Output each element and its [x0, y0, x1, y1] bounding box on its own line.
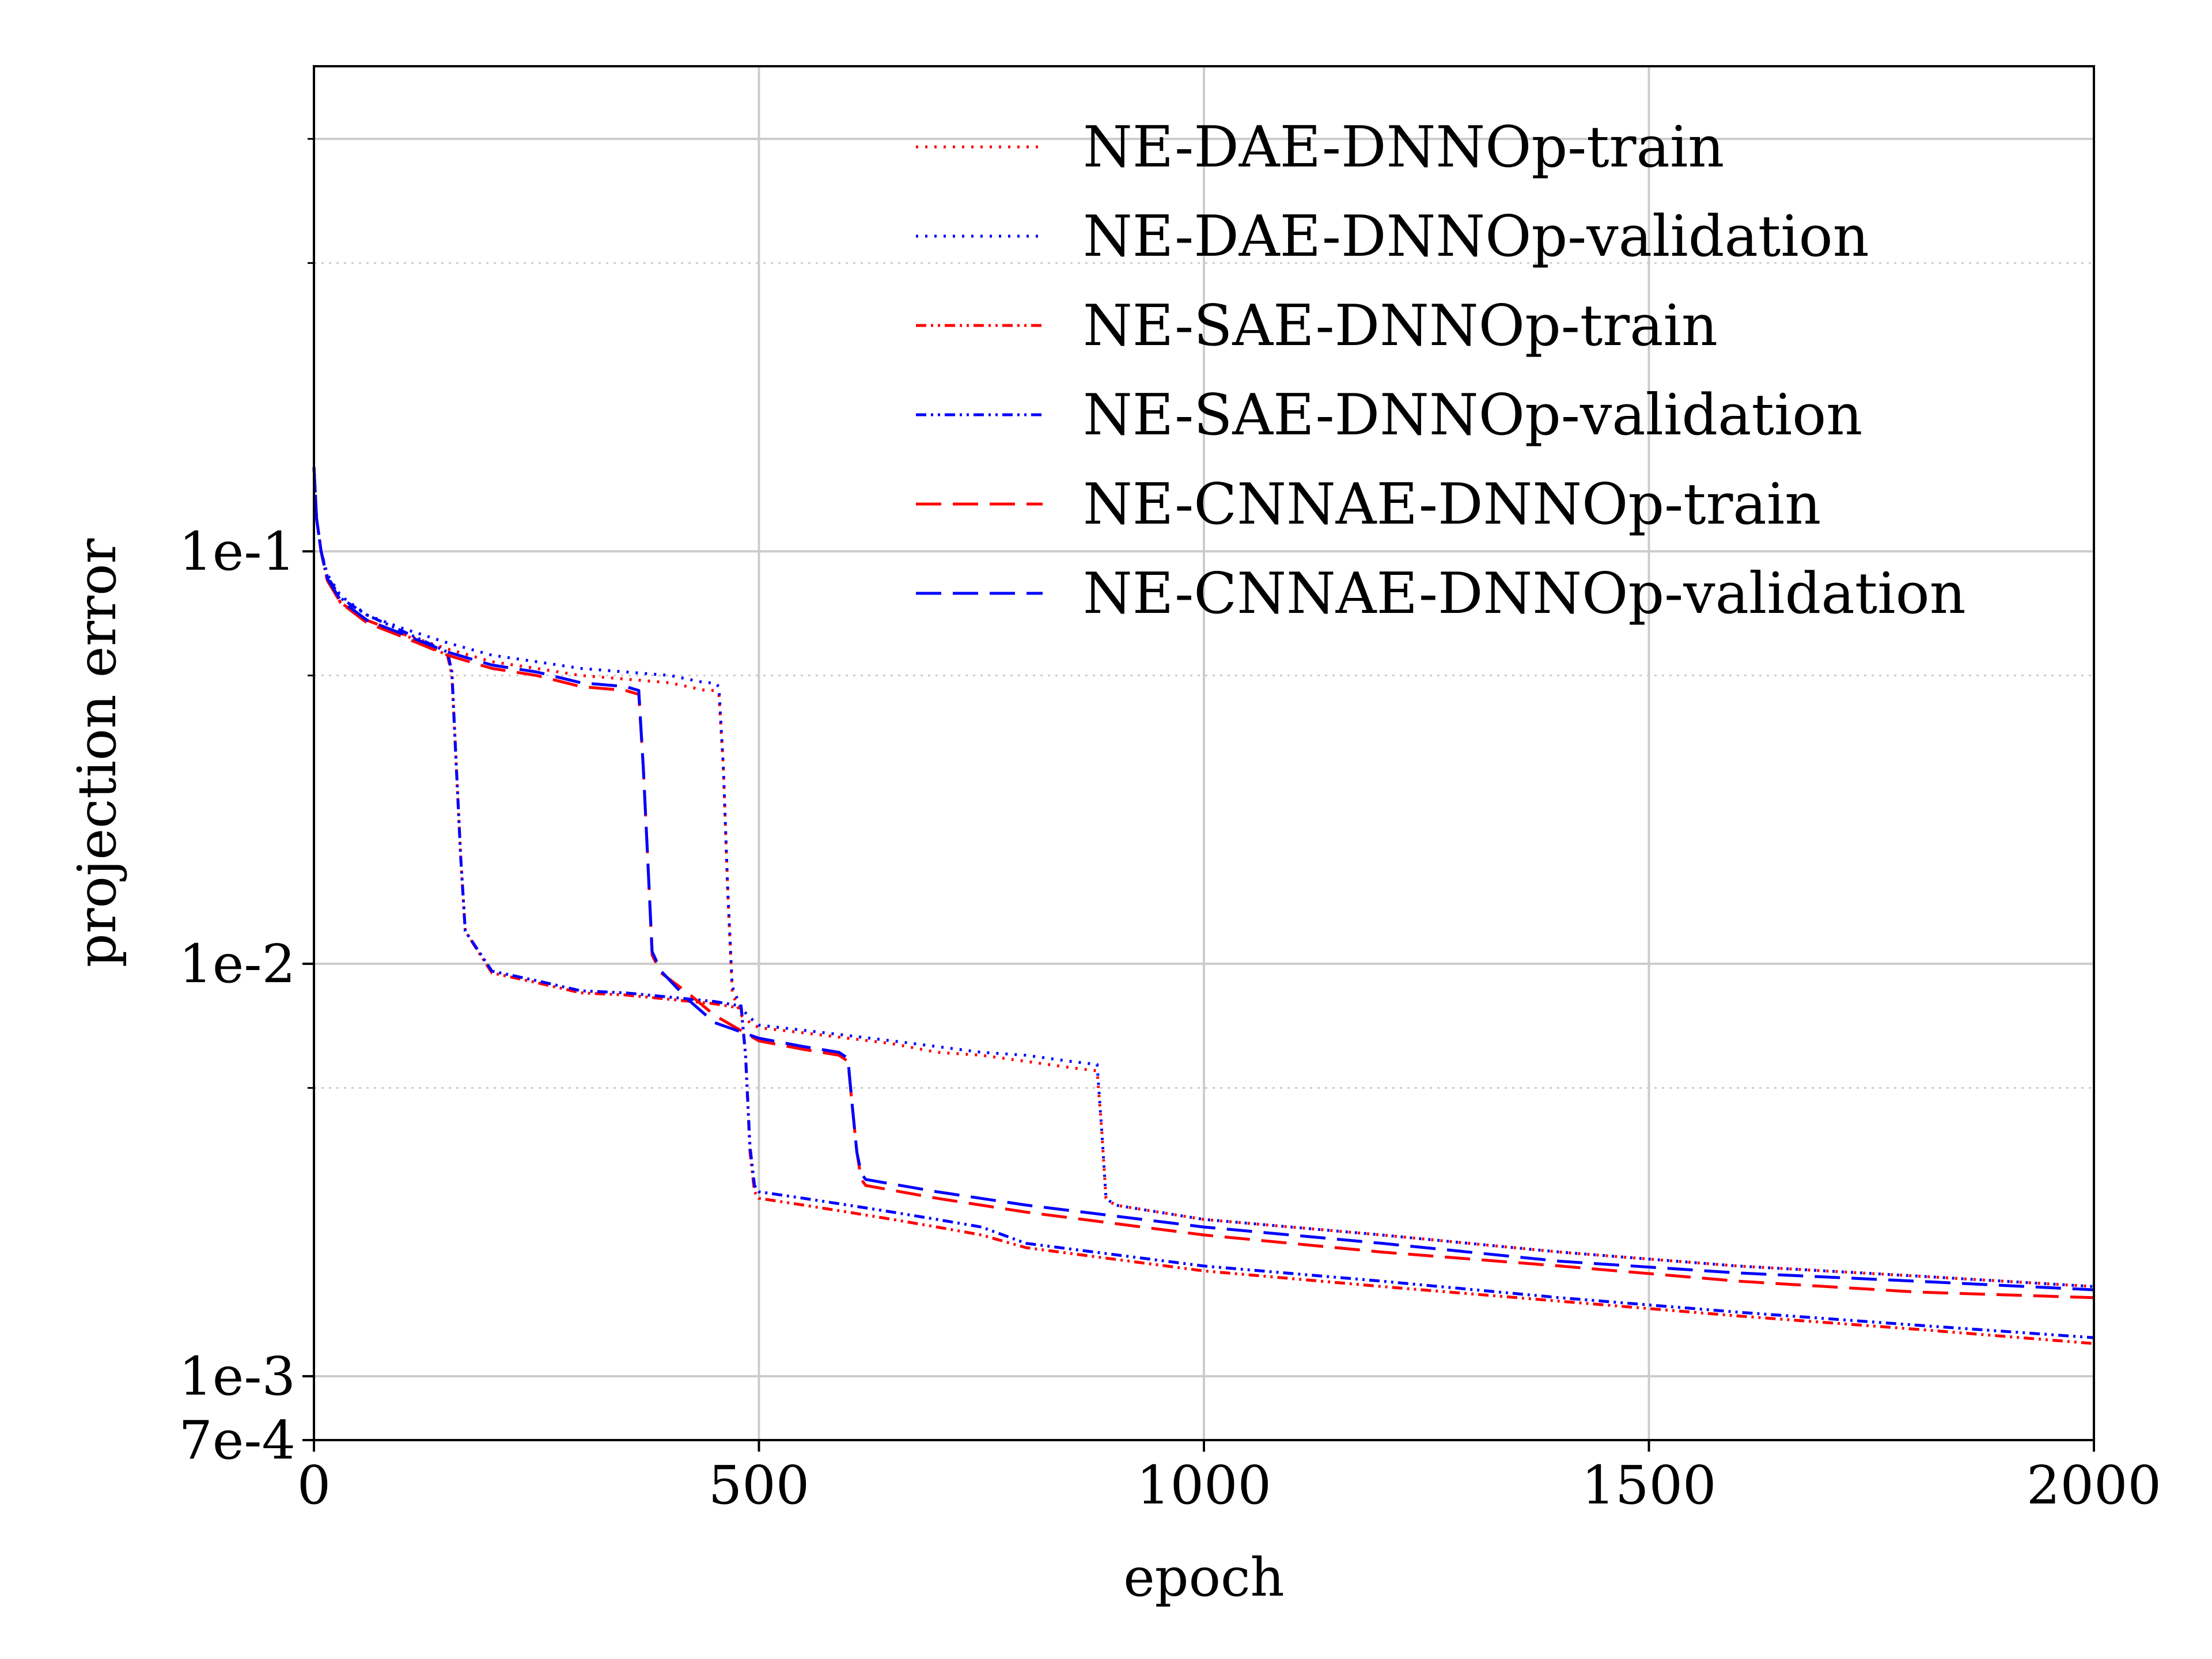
- legend-entry-label: NE-SAE-DNNOp-validation: [1083, 382, 1862, 448]
- y-tick-label: 1e-3: [179, 1346, 296, 1407]
- x-tick-label: 1500: [1581, 1455, 1716, 1516]
- grid-lines: [314, 66, 2094, 1440]
- x-tick-label: 2000: [2027, 1455, 2161, 1516]
- legend-entry-label: NE-SAE-DNNOp-train: [1083, 293, 1718, 359]
- series-line-NE-SAE-DNNOp-train: [312, 467, 2094, 1345]
- series-line-NE-CNNAE-DNNOp-train: [312, 467, 2094, 1300]
- axis-ticks: 0 500 1000 1500 2000 7e-41e-3 1e-2 1e-1: [179, 138, 2161, 1516]
- legend-entry-label: NE-CNNAE-DNNOp-validation: [1083, 561, 1966, 627]
- x-tick-label: 1000: [1137, 1455, 1271, 1516]
- y-axis-label: projection error: [66, 539, 128, 968]
- x-axis-label: epoch: [1123, 1547, 1285, 1608]
- x-tick-label: 500: [709, 1455, 810, 1516]
- legend-entry-label: NE-DAE-DNNOp-train: [1083, 115, 1724, 180]
- x-tick-label: 0: [297, 1455, 331, 1516]
- legend: NE-DAE-DNNOp-train NE-DAE-DNNOp-validatio…: [916, 115, 1966, 627]
- series-line-NE-CNNAE-DNNOp-validation: [312, 467, 2094, 1291]
- y-tick-label: 1e-2: [179, 933, 296, 995]
- legend-entry-label: NE-CNNAE-DNNOp-train: [1083, 472, 1821, 537]
- y-tick-label: 1e-1: [179, 521, 296, 582]
- y-tick-label: 7e-4: [179, 1410, 296, 1471]
- series-line-NE-SAE-DNNOp-validation: [312, 467, 2094, 1339]
- legend-entry-label: NE-DAE-DNNOp-validation: [1083, 204, 1869, 270]
- series-lines: [312, 467, 2094, 1345]
